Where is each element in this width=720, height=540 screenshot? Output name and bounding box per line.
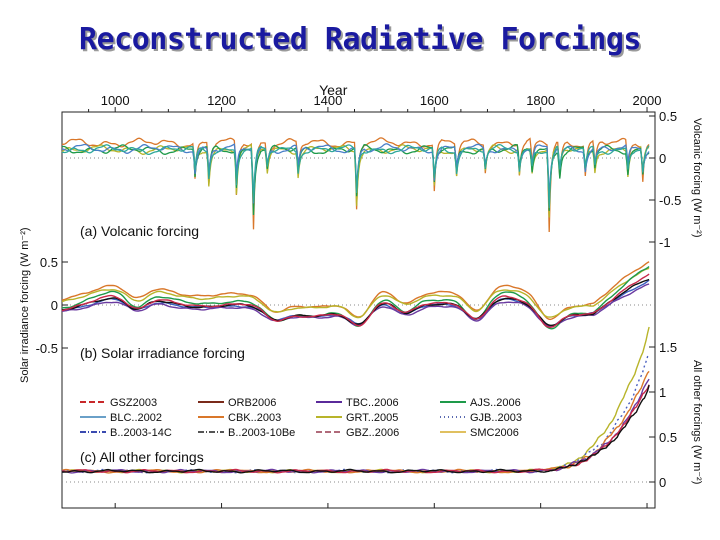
- legend-label-6: GRT..2005: [346, 412, 398, 424]
- panel-c-series-orange: [61, 370, 650, 474]
- panel-b-y-tick-label-0: 0.5: [40, 255, 58, 270]
- legend-label-7: GJB..2003: [470, 412, 522, 424]
- panel-b-series-olive: [61, 267, 650, 319]
- panel-a-label: (a) Volcanic forcing: [80, 223, 199, 239]
- x-axis-title: Year: [319, 82, 348, 98]
- x-tick-label-2000: 2000: [633, 93, 662, 108]
- panel-b-y-tick-label-2: -0.5: [36, 341, 58, 356]
- panel-a-y-tick-label-1: 0: [659, 151, 666, 166]
- legend-label-0: GSZ2003: [110, 397, 157, 409]
- panel-c-y-tick-label-1: 1: [659, 385, 666, 400]
- panel-a-y-tick-label-3: -1: [659, 235, 671, 250]
- panel-b-y-tick-label-1: 0: [51, 298, 58, 313]
- x-tick-label-1000: 1000: [101, 93, 130, 108]
- panel-a-y-title: Volcanic forcing (W m⁻²): [691, 118, 703, 238]
- legend-label-8: B..2003-14C: [110, 427, 172, 439]
- slide-title: Reconstructed Radiative Forcings: [79, 22, 641, 57]
- x-tick-label-1600: 1600: [420, 93, 449, 108]
- legend-label-5: CBK..2003: [228, 412, 281, 424]
- panel-a-y-tick-label-2: -0.5: [659, 193, 681, 208]
- x-tick-label-1400: 1400: [313, 93, 342, 108]
- panel-a-series-teal: [62, 143, 650, 209]
- panel-b-series-orange: [61, 261, 650, 321]
- panel-c-y-tick-label-2: 0.5: [659, 430, 677, 445]
- panel-c-y-tick-label-0: 1.5: [659, 340, 677, 355]
- panel-c-y-title: All other forcings (W m⁻²): [691, 360, 703, 484]
- panel-b-y-title: Solar irradiance forcing (W m⁻²): [19, 227, 31, 383]
- legend-label-11: SMC2006: [470, 427, 519, 439]
- panel-c-series-black: [62, 385, 650, 474]
- panel-c-y-tick-label-3: 0: [659, 475, 666, 490]
- legend-label-10: GBZ..2006: [346, 427, 399, 439]
- legend-label-1: ORB2006: [228, 397, 276, 409]
- x-tick-label-1200: 1200: [207, 93, 236, 108]
- legend-label-4: BLC..2002: [110, 412, 162, 424]
- panel-c-label: (c) All other forcings: [80, 449, 204, 465]
- legend-label-9: B..2003-10Be: [228, 427, 295, 439]
- legend-label-3: AJS..2006: [470, 397, 521, 409]
- panel-b-series-red: [61, 273, 650, 329]
- legend-label-2: TBC..2006: [346, 397, 399, 409]
- x-tick-label-1800: 1800: [526, 93, 555, 108]
- panel-b-series-black: [61, 278, 650, 326]
- panel-a-y-tick-label-0: 0.5: [659, 109, 677, 124]
- panel-b-label: (b) Solar irradiance forcing: [80, 345, 245, 361]
